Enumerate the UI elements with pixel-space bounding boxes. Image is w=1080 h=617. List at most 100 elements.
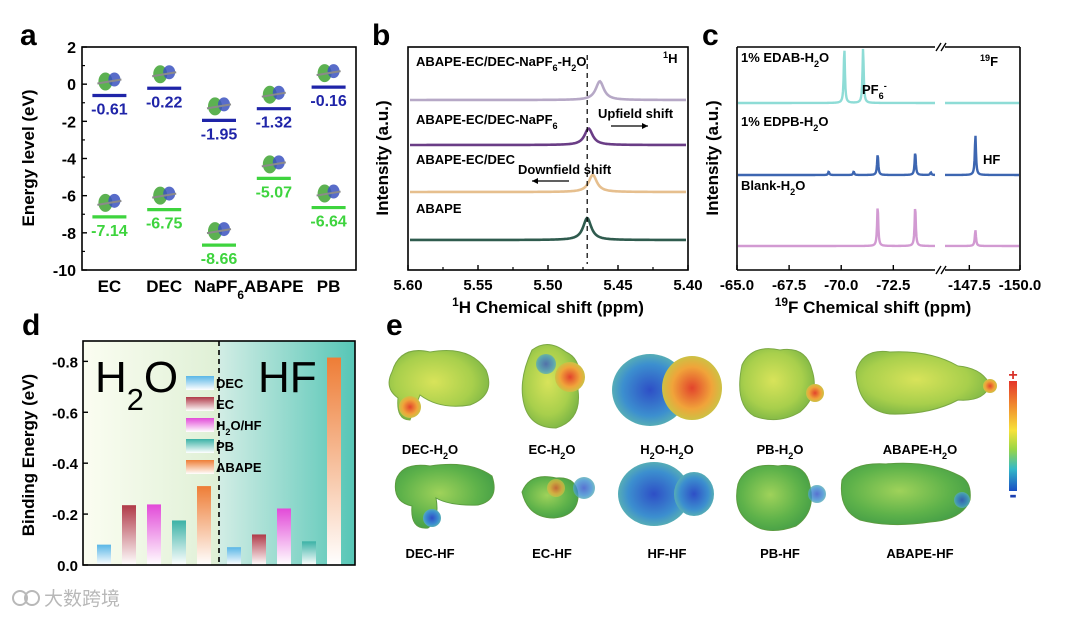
upfield-arrowhead bbox=[642, 123, 648, 129]
scale-plus-label: + bbox=[1008, 367, 1017, 384]
molecule-bond bbox=[152, 71, 177, 78]
spectrum-label: ABAPE-EC/DEC-NaPF6-H2O bbox=[416, 54, 586, 73]
x-category-label: EC bbox=[98, 277, 122, 296]
panel-label-c: c bbox=[702, 19, 719, 52]
axis-break-mark bbox=[940, 265, 947, 275]
y-tick-label: -10 bbox=[53, 263, 76, 280]
nucleus-label: 1H bbox=[663, 50, 677, 66]
bar-ec bbox=[252, 534, 266, 565]
orbital-isosurface bbox=[316, 64, 341, 83]
molecule-bond bbox=[261, 91, 286, 98]
esp-surface bbox=[806, 384, 824, 402]
x-category-label: DEC bbox=[146, 277, 182, 296]
y-tick-label: -0.8 bbox=[52, 354, 78, 371]
watermark-icon bbox=[12, 590, 28, 606]
esp-map-label: DEC-HF bbox=[405, 546, 454, 561]
nmr-spectrum-line bbox=[410, 216, 687, 242]
orbital-lobe bbox=[272, 155, 285, 170]
esp-surface bbox=[855, 350, 991, 415]
downfield-annotation: Downfield shift bbox=[518, 162, 612, 177]
bar-pb bbox=[172, 520, 186, 565]
legend-swatch bbox=[186, 418, 214, 432]
esp-map-label: EC-H2O bbox=[529, 442, 576, 461]
legend-label: DEC bbox=[216, 376, 244, 391]
legend-swatch bbox=[186, 397, 214, 411]
nmr-spectrum-line bbox=[738, 153, 936, 177]
y-axis-label: Intensity (a.u.) bbox=[373, 100, 392, 215]
x-tick-label: -72.5 bbox=[876, 277, 910, 294]
esp-surface bbox=[662, 356, 722, 420]
y-tick-label: -8 bbox=[62, 226, 76, 243]
orbital-lobe bbox=[108, 193, 121, 208]
panel-label-d: d bbox=[22, 309, 40, 342]
nmr-spectrum-line bbox=[945, 230, 1019, 248]
y-axis-label: Energy level (eV) bbox=[19, 89, 38, 226]
esp-color-scale bbox=[1009, 381, 1017, 491]
orbital-lobe bbox=[108, 72, 121, 87]
orbital-lobe bbox=[163, 65, 176, 80]
group-title: H2O bbox=[95, 353, 178, 417]
orbital-isosurface bbox=[261, 85, 286, 104]
x-tick-label: -70.0 bbox=[824, 277, 858, 294]
esp-map-label: DEC-H2O bbox=[402, 442, 458, 461]
spectrum-label: ABAPE-EC/DEC-NaPF6 bbox=[416, 112, 558, 131]
molecule-bond bbox=[206, 228, 232, 235]
homo-value-label: -5.07 bbox=[256, 184, 293, 201]
x-tick-label: -67.5 bbox=[772, 277, 806, 294]
legend-label: H2O/HF bbox=[216, 418, 262, 437]
orbital-isosurface bbox=[316, 184, 341, 203]
esp-surface bbox=[736, 464, 812, 531]
esp-surface bbox=[399, 396, 421, 418]
orbital-isosurface bbox=[206, 222, 232, 241]
lumo-value-label: -1.95 bbox=[201, 126, 238, 143]
esp-surface bbox=[618, 462, 690, 526]
axis-break-mark bbox=[935, 42, 942, 52]
bar-abape bbox=[197, 486, 211, 565]
esp-map-label: ABAPE-HF bbox=[886, 546, 953, 561]
molecule-bond bbox=[152, 192, 177, 199]
nmr-spectrum-line bbox=[738, 208, 935, 248]
x-tick-label: -150.0 bbox=[999, 277, 1042, 294]
orbital-lobe bbox=[163, 186, 176, 201]
molecule-bond bbox=[261, 161, 286, 168]
downfield-arrowhead bbox=[532, 178, 538, 184]
watermark-icon-2 bbox=[24, 590, 40, 606]
spectrum-label: ABAPE bbox=[416, 201, 462, 216]
y-tick-label: -2 bbox=[62, 114, 76, 131]
spectrum-label: Blank-H2O bbox=[741, 178, 805, 197]
orbital-lobe bbox=[327, 64, 340, 79]
esp-surface bbox=[536, 354, 556, 374]
legend-swatch bbox=[186, 460, 214, 474]
y-tick-label: -0.2 bbox=[52, 507, 78, 524]
orbital-lobe bbox=[218, 222, 230, 237]
nmr-spectrum-line bbox=[410, 127, 686, 147]
bar-dec bbox=[227, 547, 241, 565]
x-tick-label: 5.55 bbox=[463, 277, 492, 294]
bar-pb bbox=[302, 541, 316, 565]
orbital-lobe bbox=[218, 97, 230, 112]
spectrum-label: ABAPE-EC/DEC bbox=[416, 152, 516, 167]
homo-value-label: -6.64 bbox=[310, 214, 347, 231]
esp-surface bbox=[840, 462, 971, 526]
esp-surface bbox=[555, 362, 585, 392]
bar-abape bbox=[327, 357, 341, 565]
y-axis-label: Binding Energy (eV) bbox=[19, 374, 38, 536]
panel-label-b: b bbox=[372, 19, 390, 52]
homo-value-label: -6.75 bbox=[146, 216, 183, 233]
esp-map-label: H2O-H2O bbox=[640, 442, 693, 461]
molecule-bond bbox=[206, 103, 232, 110]
x-category-label: ABAPE bbox=[244, 277, 304, 296]
esp-surface bbox=[808, 485, 826, 503]
legend-label: ABAPE bbox=[216, 460, 262, 475]
lumo-value-label: -0.16 bbox=[310, 93, 347, 110]
pf6-annotation: PF6- bbox=[862, 81, 887, 101]
y-tick-label: -4 bbox=[62, 152, 76, 169]
scale-minus-label: - bbox=[1009, 482, 1016, 507]
orbital-isosurface bbox=[206, 97, 232, 116]
molecule-bond bbox=[97, 199, 122, 206]
upfield-annotation: Upfield shift bbox=[598, 106, 674, 121]
nucleus-label: 19F bbox=[980, 53, 998, 69]
legend-label: EC bbox=[216, 397, 235, 412]
legend-swatch bbox=[186, 376, 214, 390]
